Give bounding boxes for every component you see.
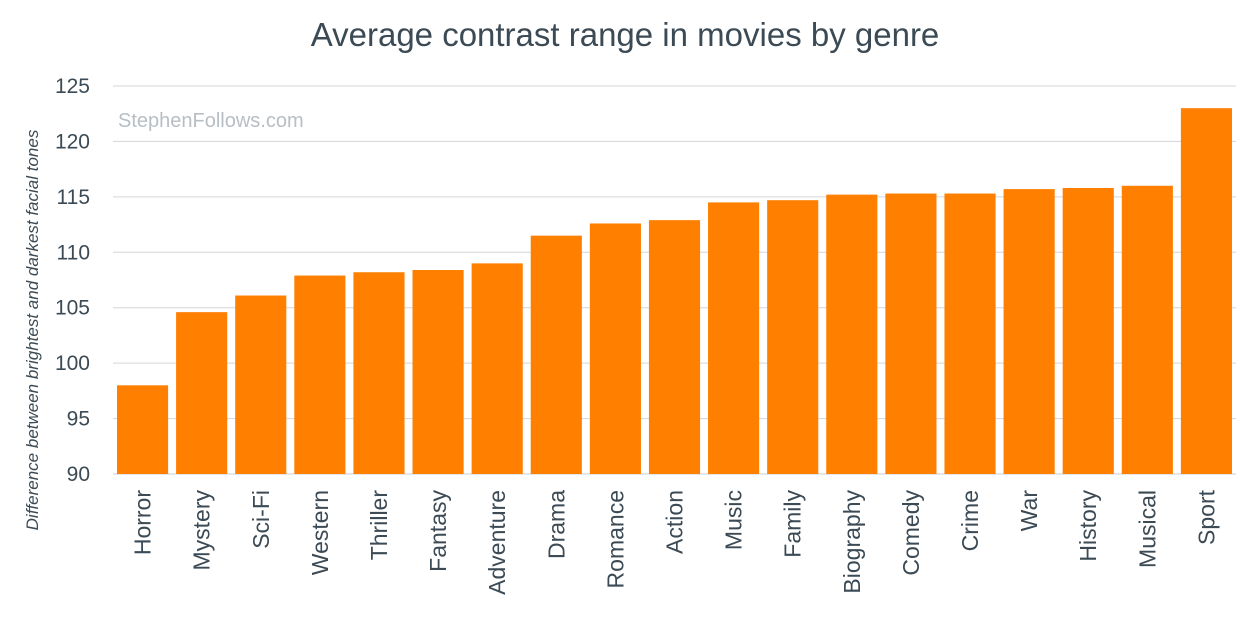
x-tick-label: Mystery [189, 490, 215, 571]
bar-history [1062, 187, 1114, 474]
y-tick-label: 115 [57, 186, 90, 209]
x-tick-label: Western [307, 490, 333, 575]
x-tick-label: Sport [1193, 489, 1219, 545]
bar-crime [944, 193, 996, 474]
bar-drama [530, 235, 582, 474]
bar-biography [826, 194, 878, 474]
x-tick-label: Crime [957, 490, 983, 551]
x-tick-label: History [1075, 490, 1101, 562]
bar-war [1003, 189, 1055, 474]
bar-horror [116, 385, 169, 474]
y-tick-label: 120 [55, 130, 90, 153]
bar-mystery [176, 312, 228, 474]
y-axis-label: Difference between brightest and darkest… [23, 129, 42, 530]
x-tick-label: Comedy [898, 490, 924, 576]
y-tick-label: 90 [67, 463, 90, 486]
bar-action [648, 220, 701, 474]
x-tick-label: Sci-Fi [248, 490, 274, 549]
bars [116, 108, 1233, 475]
x-tick-label: Music [721, 490, 747, 550]
bar-sport [1180, 108, 1233, 475]
x-tick-label: Horror [130, 490, 156, 556]
chart-title: Average contrast range in movies by genr… [311, 16, 940, 53]
x-tick-label: Biography [839, 490, 865, 594]
bar-musical [1121, 185, 1173, 474]
bar-sci-fi [235, 295, 287, 474]
bar-romance [589, 223, 641, 474]
y-tick-label: 105 [55, 297, 90, 320]
y-tick-labels: 90 95 100 105 110 115 120 125 [55, 75, 90, 486]
bar-music [708, 202, 760, 474]
x-tick-labels: Horror Mystery Sci-Fi Western Thriller Fantas… [130, 489, 1220, 594]
x-tick-label: Thriller [366, 490, 392, 561]
y-tick-label: 110 [57, 241, 90, 264]
bar-fantasy [412, 270, 464, 474]
bar-western [294, 275, 346, 474]
watermark: StephenFollows.com [118, 110, 304, 132]
bar-adventure [471, 263, 523, 474]
x-tick-label: Musical [1134, 490, 1160, 568]
bar-family [767, 200, 819, 474]
x-tick-label: Adventure [484, 490, 510, 595]
y-tick-label: 100 [55, 352, 90, 375]
x-tick-label: Romance [602, 490, 628, 588]
x-tick-label: Action [662, 490, 688, 554]
x-tick-label: Fantasy [425, 490, 451, 572]
y-tick-label: 125 [55, 75, 90, 98]
y-tick-label: 95 [67, 408, 90, 431]
x-tick-label: Family [780, 490, 806, 558]
x-tick-label: Drama [543, 490, 569, 559]
bar-thriller [353, 272, 405, 474]
bar-comedy [885, 193, 937, 474]
x-tick-label: War [1016, 490, 1042, 532]
